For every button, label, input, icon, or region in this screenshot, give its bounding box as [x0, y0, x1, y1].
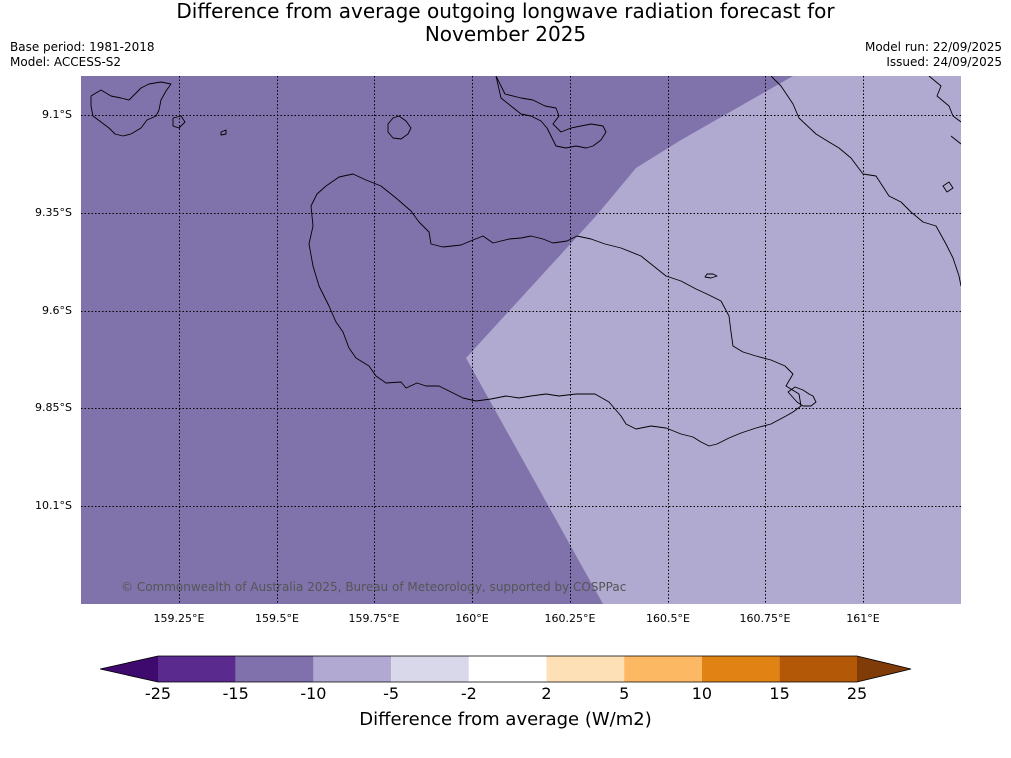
- colorbar-segment: [624, 656, 702, 682]
- coastline-russell-islands: [90, 81, 172, 137]
- base-period: Base period: 1981-2018: [10, 40, 155, 54]
- colorbar-segment: [779, 656, 857, 682]
- coastline-savo: [387, 115, 412, 140]
- colorbar-segment: [235, 656, 314, 682]
- colorbar-outline: [100, 655, 912, 683]
- lat-label-2: 9.35°S: [35, 206, 72, 219]
- colorbar-tick: 25: [846, 684, 868, 703]
- lat-label-5: 10.1°S: [35, 499, 72, 512]
- colorbar-tick: 10: [691, 684, 713, 703]
- colorbar-segment: [313, 656, 392, 682]
- map-canvas: © Commonwealth of Australia 2025, Bureau…: [81, 76, 961, 604]
- title-line-2: November 2025: [424, 22, 587, 46]
- issued-date: Issued: 24/09/2025: [886, 55, 1002, 69]
- lat-label-4: 9.85°S: [35, 401, 72, 414]
- coastlines: [90, 76, 961, 447]
- colorbar-tick: -15: [222, 684, 249, 703]
- coastline-malaita-east: [950, 135, 961, 145]
- colorbar-segment: [391, 656, 469, 682]
- coastline-small-islet: [704, 273, 718, 279]
- colorbar-tick: 2: [541, 684, 552, 703]
- lat-label-3: 9.6°S: [42, 304, 72, 317]
- coastline-florida-islands: [495, 76, 607, 149]
- meta-left: Base period: 1981-2018 Model: ACCESS-S2: [10, 40, 155, 70]
- lon-label-2: 159.5°E: [255, 612, 299, 625]
- lon-label-8: 161°E: [846, 612, 880, 625]
- colorbar-extend-low: [100, 656, 158, 682]
- colorbar-segment: [468, 656, 547, 682]
- region-minus10-to-minus5: [466, 76, 961, 604]
- gridlines: [81, 76, 961, 604]
- colorbar-tick: 15: [769, 684, 790, 703]
- coastline-malaita: [770, 76, 961, 287]
- colorbar-extend-high: [857, 656, 911, 682]
- coastline-malaita-islet: [942, 181, 954, 193]
- colorbar-segment: [546, 656, 625, 682]
- lon-label-1: 159.25°E: [153, 612, 205, 625]
- colorbar: [100, 655, 912, 683]
- lon-label-6: 160.5°E: [646, 612, 690, 625]
- lat-label-1: 9.1°S: [42, 108, 72, 121]
- map-title: Difference from average outgoing longwav…: [0, 0, 1011, 46]
- model-run: Model run: 22/09/2025: [864, 40, 1002, 54]
- colorbar-tick: -25: [144, 684, 172, 703]
- colorbar-tick: -5: [383, 684, 400, 703]
- meta-right: Model run: 22/09/2025 Issued: 24/09/2025: [865, 40, 1002, 70]
- copyright-notice: © Commonwealth of Australia 2025, Bureau…: [121, 580, 626, 594]
- lon-label-7: 160.75°E: [739, 612, 791, 625]
- model-name: Model: ACCESS-S2: [10, 55, 122, 69]
- colorbar-tick: 5: [619, 684, 630, 703]
- colorbar-label: Difference from average (W/m2): [359, 709, 652, 730]
- colorbar-tick: -2: [460, 684, 477, 703]
- colorbar-segment: [158, 656, 236, 682]
- lon-label-4: 160°E: [455, 612, 489, 625]
- lon-label-5: 160.25°E: [544, 612, 596, 625]
- coastline-malaita-north: [928, 76, 961, 123]
- title-line-1: Difference from average outgoing longwav…: [176, 0, 835, 23]
- colorbar-tick: -10: [300, 684, 327, 703]
- coastline-russell-islet-2: [220, 129, 227, 136]
- map-panel: © Commonwealth of Australia 2025, Bureau…: [81, 76, 961, 604]
- colorbar-segment: [701, 656, 780, 682]
- coastline-islet: [787, 386, 817, 407]
- coastline-guadalcanal: [308, 173, 802, 447]
- colorbar-ticks: -25 -15 -10 -5 -2 2 5 10 15 25: [0, 685, 1011, 705]
- lon-label-3: 159.75°E: [348, 612, 400, 625]
- coastline-russell-islet: [172, 115, 186, 129]
